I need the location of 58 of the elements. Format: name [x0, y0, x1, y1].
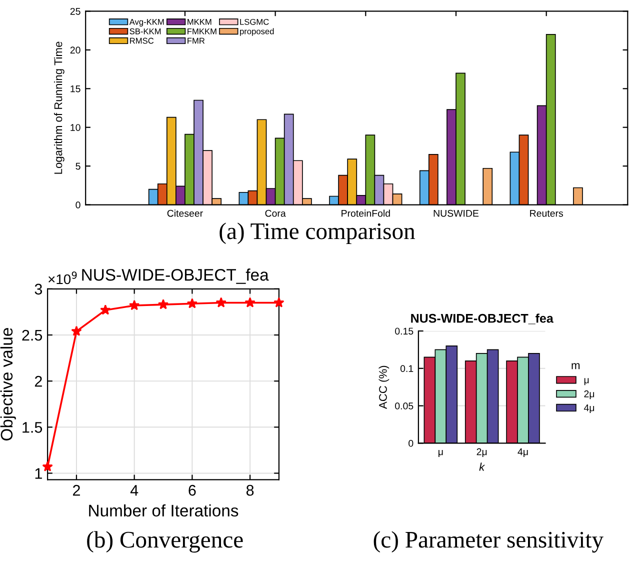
point	[71, 326, 82, 336]
legend-label: MKKM	[188, 19, 212, 25]
legend-label: FMKKM	[188, 28, 216, 34]
x-tick-label: 6	[188, 484, 196, 496]
x-tick-label: 4	[130, 485, 138, 496]
legend-label: proposed	[240, 28, 274, 36]
legend-label: 4μ	[584, 404, 594, 414]
legend-label: RMSC	[130, 38, 154, 44]
point	[216, 297, 226, 308]
x-tick-label: Cora	[265, 210, 286, 217]
legend-label: Avg-KKM	[129, 19, 164, 26]
text: (c) Parameter sensitivity	[374, 531, 604, 553]
y-tick-label: 0	[76, 202, 80, 208]
x-tick-label: Reuters	[530, 210, 564, 217]
y-tick-label: 15	[70, 85, 80, 92]
x-tick-label: 8	[246, 484, 254, 496]
y-tick-label: 0.15	[395, 328, 414, 335]
x-tick-label: μ	[438, 450, 443, 457]
legend-label: μ	[584, 378, 589, 386]
y-tick-label: 5	[76, 162, 80, 170]
point	[244, 297, 256, 308]
point	[186, 298, 198, 308]
legend-label: SB-KKM	[130, 28, 161, 34]
y-tick-label: 2	[34, 376, 42, 387]
chart-title: NUS-WIDE-OBJECT_fea	[411, 314, 554, 324]
y-tick-label: 0.1	[400, 365, 414, 372]
y-tick-label: 1.5	[22, 422, 42, 433]
x-tick-label: NUSWIDE	[434, 210, 479, 217]
legend-title: m	[572, 363, 580, 370]
y-axis-title: Objective value	[0, 328, 16, 440]
text: (a) Time comparison	[220, 222, 416, 244]
point	[42, 461, 53, 472]
chart-title: NUS-WIDE-OBJECT_fea	[82, 268, 269, 284]
y-axis-title: Logarithm of Running Time	[54, 42, 64, 174]
point	[158, 299, 169, 310]
text: ×10$^{9}$	[48, 271, 77, 284]
y-axis-title: ACC (%)	[378, 366, 390, 409]
y-tick-label: 1	[35, 468, 42, 479]
y-tick-label: 10	[70, 124, 80, 131]
x-axis-title: Number of Iterations	[89, 504, 238, 517]
x-tick-label: 4μ	[518, 448, 528, 457]
y-tick-label: 0.05	[395, 402, 414, 410]
y-tick-label: 25	[70, 8, 80, 15]
legend-label: 2μ	[584, 390, 594, 400]
y-tick-label: 20	[70, 46, 80, 54]
point	[100, 304, 111, 315]
legend-label: LSGMC	[240, 18, 269, 25]
point	[129, 300, 140, 310]
x-tick-label: 2μ	[476, 448, 487, 457]
y-tick-label: 3	[34, 284, 42, 295]
legend-label: FMR	[188, 38, 205, 44]
point	[274, 297, 284, 308]
x-tick-label: ProteinFold	[342, 210, 390, 217]
y-tick-label: 0	[408, 440, 414, 447]
y-tick-label: 2.5	[22, 330, 42, 341]
x-axis-title: k	[479, 462, 486, 471]
text: (b) Convergence	[87, 531, 243, 553]
x-tick-label: Citeseer	[167, 210, 203, 217]
